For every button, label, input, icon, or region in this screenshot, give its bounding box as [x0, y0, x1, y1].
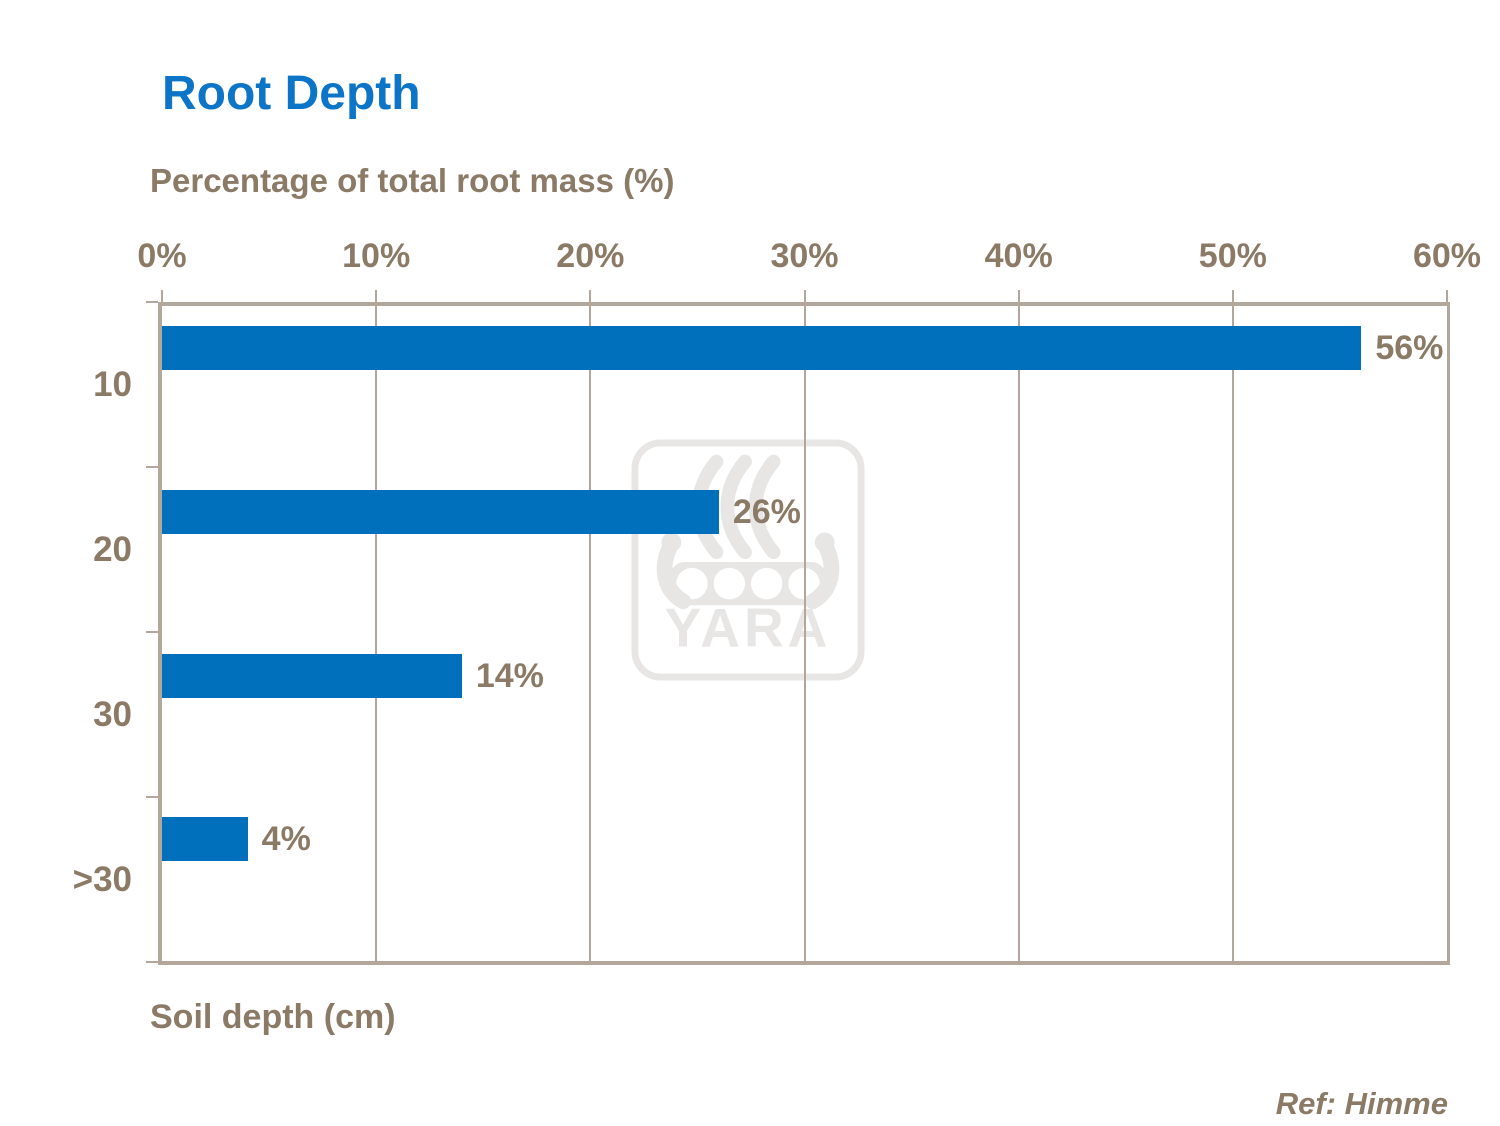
y-tick-mark	[146, 301, 158, 303]
plot-area: 56% 26% 14% 4%	[158, 302, 1450, 965]
bar-value-label: 4%	[261, 820, 311, 859]
y-category-label: >30	[72, 859, 132, 899]
bar-value-label: 56%	[1375, 329, 1444, 367]
x-tick-mark	[1231, 290, 1234, 302]
x-tick-label: 40%	[984, 237, 1053, 275]
chart-title: Root Depth	[162, 67, 421, 120]
x-tick-label: 0%	[137, 237, 187, 275]
x-axis-tick-labels: 0% 10% 20% 30% 40% 50% 60%	[137, 237, 1481, 279]
bar-row: 4%	[162, 797, 1447, 961]
gridline	[375, 306, 378, 961]
x-tick-mark	[375, 290, 378, 302]
y-category-label: 10	[93, 364, 132, 404]
x-tick-mark	[589, 290, 592, 302]
y-category-label: 30	[93, 694, 132, 734]
bar-depth-30	[162, 653, 462, 698]
x-axis-title: Percentage of total root mass (%)	[150, 162, 675, 199]
gridline	[589, 306, 592, 961]
x-tick-mark	[1446, 290, 1448, 302]
x-tick-label: 30%	[770, 237, 839, 275]
bar-depth-10	[162, 326, 1362, 370]
y-tick-mark	[146, 466, 158, 468]
yara-logo-watermark: YARA	[631, 439, 865, 681]
reference-note: Ref: Himme	[1275, 1086, 1448, 1121]
y-tick-mark	[146, 631, 158, 633]
bar-row: 56%	[162, 306, 1447, 470]
bar-row: 26%	[162, 470, 1447, 634]
gridline	[1231, 306, 1234, 961]
x-tick-mark	[161, 290, 163, 302]
bar-value-label: 26%	[732, 492, 801, 531]
bar-row: 14%	[162, 634, 1447, 798]
y-category-label: 20	[93, 529, 132, 569]
y-tick-mark	[146, 961, 158, 963]
gridline	[1017, 306, 1020, 961]
bar-depth-over-30	[162, 817, 248, 862]
bar-value-label: 14%	[475, 656, 544, 695]
x-tick-label: 60%	[1412, 237, 1482, 275]
x-tick-label: 10%	[342, 237, 411, 275]
gridline	[803, 306, 806, 961]
bar-depth-20	[162, 489, 719, 534]
x-tick-mark	[1017, 290, 1020, 302]
y-axis-category-labels: 10 20 30 >30	[0, 302, 132, 962]
y-tick-mark	[146, 796, 158, 798]
watermark-text: YARA	[665, 597, 832, 659]
x-tick-mark	[803, 290, 806, 302]
x-axis-tick-marks	[161, 290, 1448, 302]
y-axis-title: Soil depth (cm)	[150, 998, 396, 1036]
y-axis-tick-marks	[146, 301, 158, 963]
x-tick-label: 20%	[556, 237, 625, 275]
x-tick-label: 50%	[1198, 237, 1267, 275]
